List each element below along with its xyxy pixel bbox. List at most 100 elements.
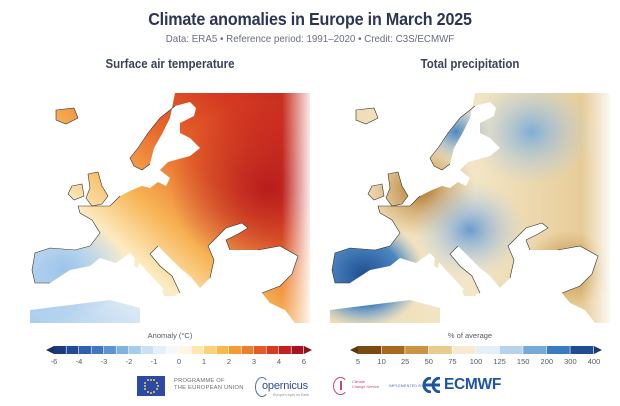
colorbar-segment [499,346,523,354]
colorbar-tick-label: 25 [401,357,410,366]
colorbar-tick-label: -6 [50,357,58,366]
c3s-line-1: Climate [352,380,365,384]
colorbar-segment [476,346,499,354]
colorbar-segment [358,346,381,354]
eu-star-icon [153,390,156,393]
colorbar-segment [279,346,291,354]
precipitation-land-shading [330,93,610,323]
eu-programme-line-1: PROGRAMME OF [174,378,225,384]
colorbar-segment [191,346,204,354]
colorbar-segment [204,346,216,354]
c3s-logo-icon [333,377,348,395]
eu-star-icon [150,378,152,381]
colorbar-extend-max [594,346,602,354]
copernicus-logo: opernicus Europe's eyes on Earth [255,375,325,399]
temperature-colorbar-label: Anomaly (°C) [147,331,193,340]
precipitation-colorbar [350,346,602,354]
precipitation-colorbar-ticks: 5 10 25 50 75 100 125 150 200 300 400 [350,357,602,367]
c3s-text: Climate Change Service [352,380,379,390]
copernicus-tagline: Europe's eyes on Earth [273,393,310,397]
colorbar-extend-min [46,346,54,354]
colorbar-segment [546,346,570,354]
colorbar-segment [428,346,452,354]
eu-star-icon [146,390,149,393]
colorbar-tick-label: 4 [276,357,282,366]
colorbar-tick-label: 2 [226,357,232,366]
colorbar-tick-label: 100 [469,357,483,366]
precipitation-anomaly-map [330,78,610,323]
eu-star-icon [143,385,146,387]
temperature-colorbar [46,346,312,354]
colorbar-segment [229,346,241,354]
colorbar-tick-label: 50 [424,357,433,366]
ecmwf-wordmark: ECMWF [444,376,502,393]
colorbar-tick-label: 10 [377,357,386,366]
temperature-coastlines [31,105,299,294]
copernicus-ring-icon [255,377,269,397]
colorbar-segment [79,346,91,354]
colorbar-segment [66,346,79,354]
colorbar-tick-label: 6 [301,357,307,366]
eu-star-icon [155,381,158,384]
colorbar-segment [452,346,476,354]
colorbar-segment [154,346,166,354]
eu-star-icon [144,381,147,384]
colorbar-segment [91,346,104,354]
colorbar-tick-label: -1 [150,357,158,366]
colorbar-extend-min [350,346,358,354]
colorbar-extend-max [304,346,312,354]
eu-star-icon [144,388,147,391]
copernicus-wordmark: opernicus [262,380,308,392]
eu-programme-line-2: THE EUROPEAN UNION [174,385,244,391]
ecmwf-logo-icon [422,377,441,393]
colorbar-segment [405,346,429,354]
eu-star-icon [155,388,158,391]
colorbar-segment [179,346,191,354]
eu-flag-icon [137,376,165,396]
colorbar-tick-label: -2 [125,357,133,366]
colorbar-tick-label: 150 [516,357,530,366]
page-title: Climate anomalies in Europe in March 202… [148,9,472,29]
colorbar-tick-label: 300 [564,357,577,366]
colorbar-tick-label: 200 [540,357,554,366]
colorbar-segment [291,346,304,354]
colorbar-segment [570,346,594,354]
precipitation-panel-title: Total precipitation [420,57,520,71]
page-subtitle: Data: ERA5 • Reference period: 1991–2020… [165,33,455,45]
precipitation-colorbar-label: % of average [447,331,493,340]
colorbar-segment [141,346,154,354]
colorbar-tick-label: 5 [355,357,361,366]
temperature-land-shading [30,93,310,323]
eu-programme-text: PROGRAMME OF THE EUROPEAN UNION [174,378,244,392]
colorbar-segment [129,346,141,354]
eu-star-icon [146,379,149,382]
colorbar-tick-label: 125 [493,357,506,366]
thermometer-icon [340,381,342,390]
eu-star-icon [156,385,159,387]
colorbar-segment [216,346,229,354]
c3s-line-2: Change Service [352,385,380,389]
colorbar-segment [241,346,254,354]
colorbar-segment [116,346,129,354]
temperature-colorbar-ticks: -6 -4 -3 -2 -1 0 1 2 3 4 6 [46,357,312,367]
colorbar-segment [254,346,266,354]
colorbar-tick-label: 400 [587,357,601,366]
implemented-by-text: IMPLEMENTED BY [389,384,424,388]
colorbar-tick-label: 0 [176,357,182,366]
temperature-anomaly-map [30,78,310,323]
colorbar-segment [523,346,547,354]
footer-logos: PROGRAMME OF THE EUROPEAN UNION opernicu… [0,372,620,402]
colorbar-segment [54,346,66,354]
colorbar-segment [381,346,405,354]
colorbar-tick-label: 3 [251,357,257,366]
colorbar-segment [266,346,279,354]
colorbar-tick-label: 75 [448,357,457,366]
eu-star-icon [153,379,156,382]
colorbar-tick-label: -3 [100,357,108,366]
temperature-panel-title: Surface air temperature [105,57,235,71]
colorbar-segment [166,346,179,354]
colorbar-tick-label: 1 [201,357,207,366]
precipitation-coastlines [331,105,599,294]
colorbar-segment [104,346,116,354]
eu-star-icon [150,391,152,394]
